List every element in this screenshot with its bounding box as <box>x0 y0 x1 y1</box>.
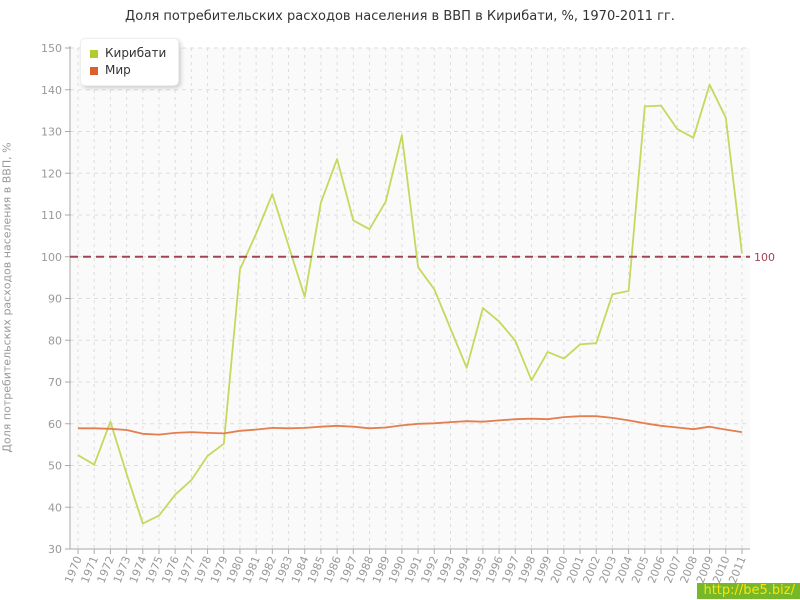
y-axis-title: Доля потребительских расходов населения … <box>0 142 14 453</box>
svg-text:120: 120 <box>41 167 62 180</box>
svg-text:40: 40 <box>48 501 62 514</box>
kiribati-series-swatch <box>90 49 98 58</box>
svg-text:150: 150 <box>41 42 62 55</box>
svg-text:130: 130 <box>41 126 62 139</box>
watermark-link[interactable]: http://be5.biz/ <box>697 583 800 599</box>
legend-label-mir: Мир <box>105 63 131 77</box>
reference-line-label: 100 <box>754 251 775 264</box>
legend-label-kiribati: Кирибати <box>105 46 167 60</box>
svg-text:140: 140 <box>41 84 62 97</box>
svg-text:110: 110 <box>41 209 62 222</box>
svg-text:60: 60 <box>48 418 62 431</box>
svg-text:50: 50 <box>48 460 62 473</box>
legend-item-mir: Мир <box>90 62 166 79</box>
mir-series-swatch <box>90 66 98 75</box>
legend: Кирибати Мир <box>80 38 180 86</box>
chart-title: Доля потребительских расходов населения … <box>125 9 675 24</box>
series-line-1 <box>78 415 743 436</box>
svg-text:100: 100 <box>41 251 62 264</box>
gridlines <box>70 47 750 549</box>
series-line-0 <box>77 83 743 525</box>
svg-text:90: 90 <box>48 293 62 306</box>
svg-text:80: 80 <box>48 334 62 347</box>
svg-text:70: 70 <box>48 376 62 389</box>
svg-text:30: 30 <box>48 543 62 556</box>
axes: 3040506070809010011012013014015019701971… <box>41 42 750 585</box>
legend-item-kiribati: Кирибати <box>90 45 166 62</box>
